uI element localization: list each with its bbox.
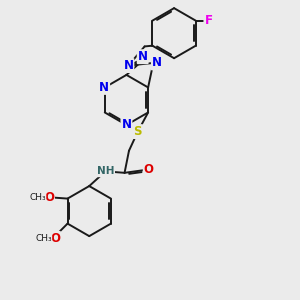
Text: O: O xyxy=(44,190,54,204)
Text: N: N xyxy=(138,50,148,63)
Text: N: N xyxy=(123,59,134,72)
Text: F: F xyxy=(204,14,212,27)
Text: NH: NH xyxy=(97,166,114,176)
Text: N: N xyxy=(152,56,162,69)
Text: S: S xyxy=(134,125,142,138)
Text: O: O xyxy=(144,164,154,176)
Text: CH₃: CH₃ xyxy=(29,193,46,202)
Text: CH₃: CH₃ xyxy=(35,234,52,243)
Text: N: N xyxy=(122,118,131,131)
Text: O: O xyxy=(50,232,60,245)
Text: N: N xyxy=(99,81,109,94)
